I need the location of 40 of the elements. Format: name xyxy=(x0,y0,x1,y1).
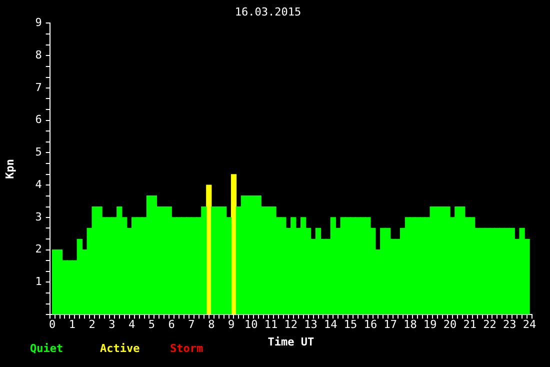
x-tick-label: 13 xyxy=(304,318,318,332)
y-tick-label: 1 xyxy=(35,275,42,288)
x-tick-label: 4 xyxy=(128,318,136,332)
x-tick-label: 3 xyxy=(108,318,116,332)
x-tick-label: 10 xyxy=(244,318,258,332)
x-tick-label: 6 xyxy=(168,318,175,332)
x-tick-label: 12 xyxy=(284,318,298,332)
x-tick-label: 17 xyxy=(384,318,397,332)
x-tick-label: 7 xyxy=(188,318,195,332)
x-axis-title: Time UT xyxy=(268,335,314,348)
legend-label: Storm xyxy=(170,342,204,355)
x-tick-label: 0 xyxy=(48,318,56,332)
x-tick-label: 15 xyxy=(344,318,358,332)
x-tick-label: 22 xyxy=(483,318,496,332)
y-tick-label: 5 xyxy=(35,146,42,159)
y-tick-label: 8 xyxy=(35,48,42,62)
x-tick-label: 5 xyxy=(148,318,156,332)
x-tick-label: 21 xyxy=(463,318,476,332)
x-tick-label: 2 xyxy=(88,318,96,332)
x-tick-label: 19 xyxy=(423,318,437,332)
x-tick-label: 9 xyxy=(228,318,235,332)
y-tick-label: 9 xyxy=(35,16,42,30)
x-tick-label: 18 xyxy=(404,318,417,332)
y-tick-label: 6 xyxy=(35,113,42,126)
y-tick-label: 7 xyxy=(35,80,42,94)
text: Active xyxy=(100,342,140,355)
x-tick-label: 11 xyxy=(264,318,278,332)
y-axis-title: Kpn xyxy=(3,158,16,179)
text: Quiet xyxy=(30,342,64,355)
y-tick-label: 4 xyxy=(35,178,42,191)
x-tick-label: 20 xyxy=(443,318,457,332)
x-tick-label: 14 xyxy=(324,318,338,332)
x-tick-label: 23 xyxy=(503,318,516,332)
x-tick-label: 24 xyxy=(522,318,537,332)
chart-title: 16.03.2015 xyxy=(234,5,302,18)
x-tick-label: 16 xyxy=(364,318,378,332)
x-tick-label: 8 xyxy=(208,318,215,332)
y-tick-label: 2 xyxy=(35,242,42,256)
x-tick-label: 1 xyxy=(68,318,76,332)
y-tick-label: 3 xyxy=(35,210,42,224)
